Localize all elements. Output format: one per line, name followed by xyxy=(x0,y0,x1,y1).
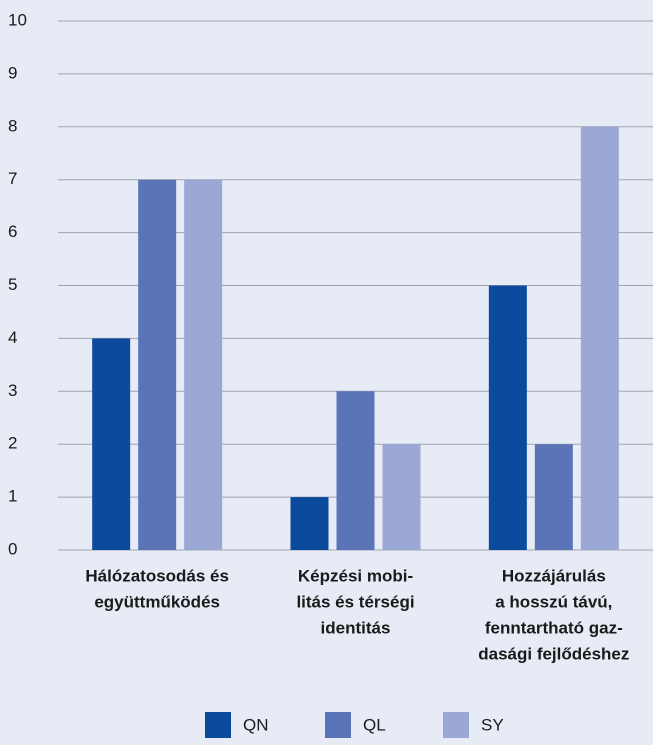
bar xyxy=(184,179,223,550)
x-tick-label: litás és térségi xyxy=(296,592,414,611)
y-tick-label: 3 xyxy=(8,381,17,400)
y-tick-label: 6 xyxy=(8,222,17,241)
y-tick-label: 2 xyxy=(8,434,17,453)
x-tick-label: a hosszú távú, xyxy=(495,592,612,611)
x-tick-label: Képzési mobi- xyxy=(298,566,413,585)
bar xyxy=(138,179,177,550)
y-tick-label: 0 xyxy=(8,539,17,558)
bar xyxy=(382,444,421,550)
bar xyxy=(92,338,131,550)
x-tick-label: Hozzájárulás xyxy=(502,566,606,585)
y-tick-label: 8 xyxy=(8,116,17,135)
legend-swatch xyxy=(205,712,231,738)
bar xyxy=(534,444,573,550)
x-tick-label: Hálózatosodás és xyxy=(85,566,229,585)
legend-swatch xyxy=(325,712,351,738)
y-tick-label: 5 xyxy=(8,275,17,294)
legend-swatch xyxy=(443,712,469,738)
x-tick-label: együttműködés xyxy=(94,592,220,611)
y-tick-label: 9 xyxy=(8,63,17,82)
y-tick-label: 1 xyxy=(8,487,17,506)
y-tick-label: 4 xyxy=(8,328,17,347)
bar xyxy=(336,391,375,550)
legend-label: SY xyxy=(481,715,504,734)
x-tick-label: fenntartható gaz- xyxy=(485,618,623,637)
x-tick-label: dasági fejlődéshez xyxy=(478,644,629,663)
legend-label: QL xyxy=(363,715,386,734)
y-tick-label: 7 xyxy=(8,169,17,188)
y-tick-label: 10 xyxy=(8,10,27,29)
bar xyxy=(580,126,619,551)
bar xyxy=(290,497,329,550)
x-tick-label: identitás xyxy=(321,618,391,637)
legend-label: QN xyxy=(243,715,269,734)
bar xyxy=(488,285,527,550)
